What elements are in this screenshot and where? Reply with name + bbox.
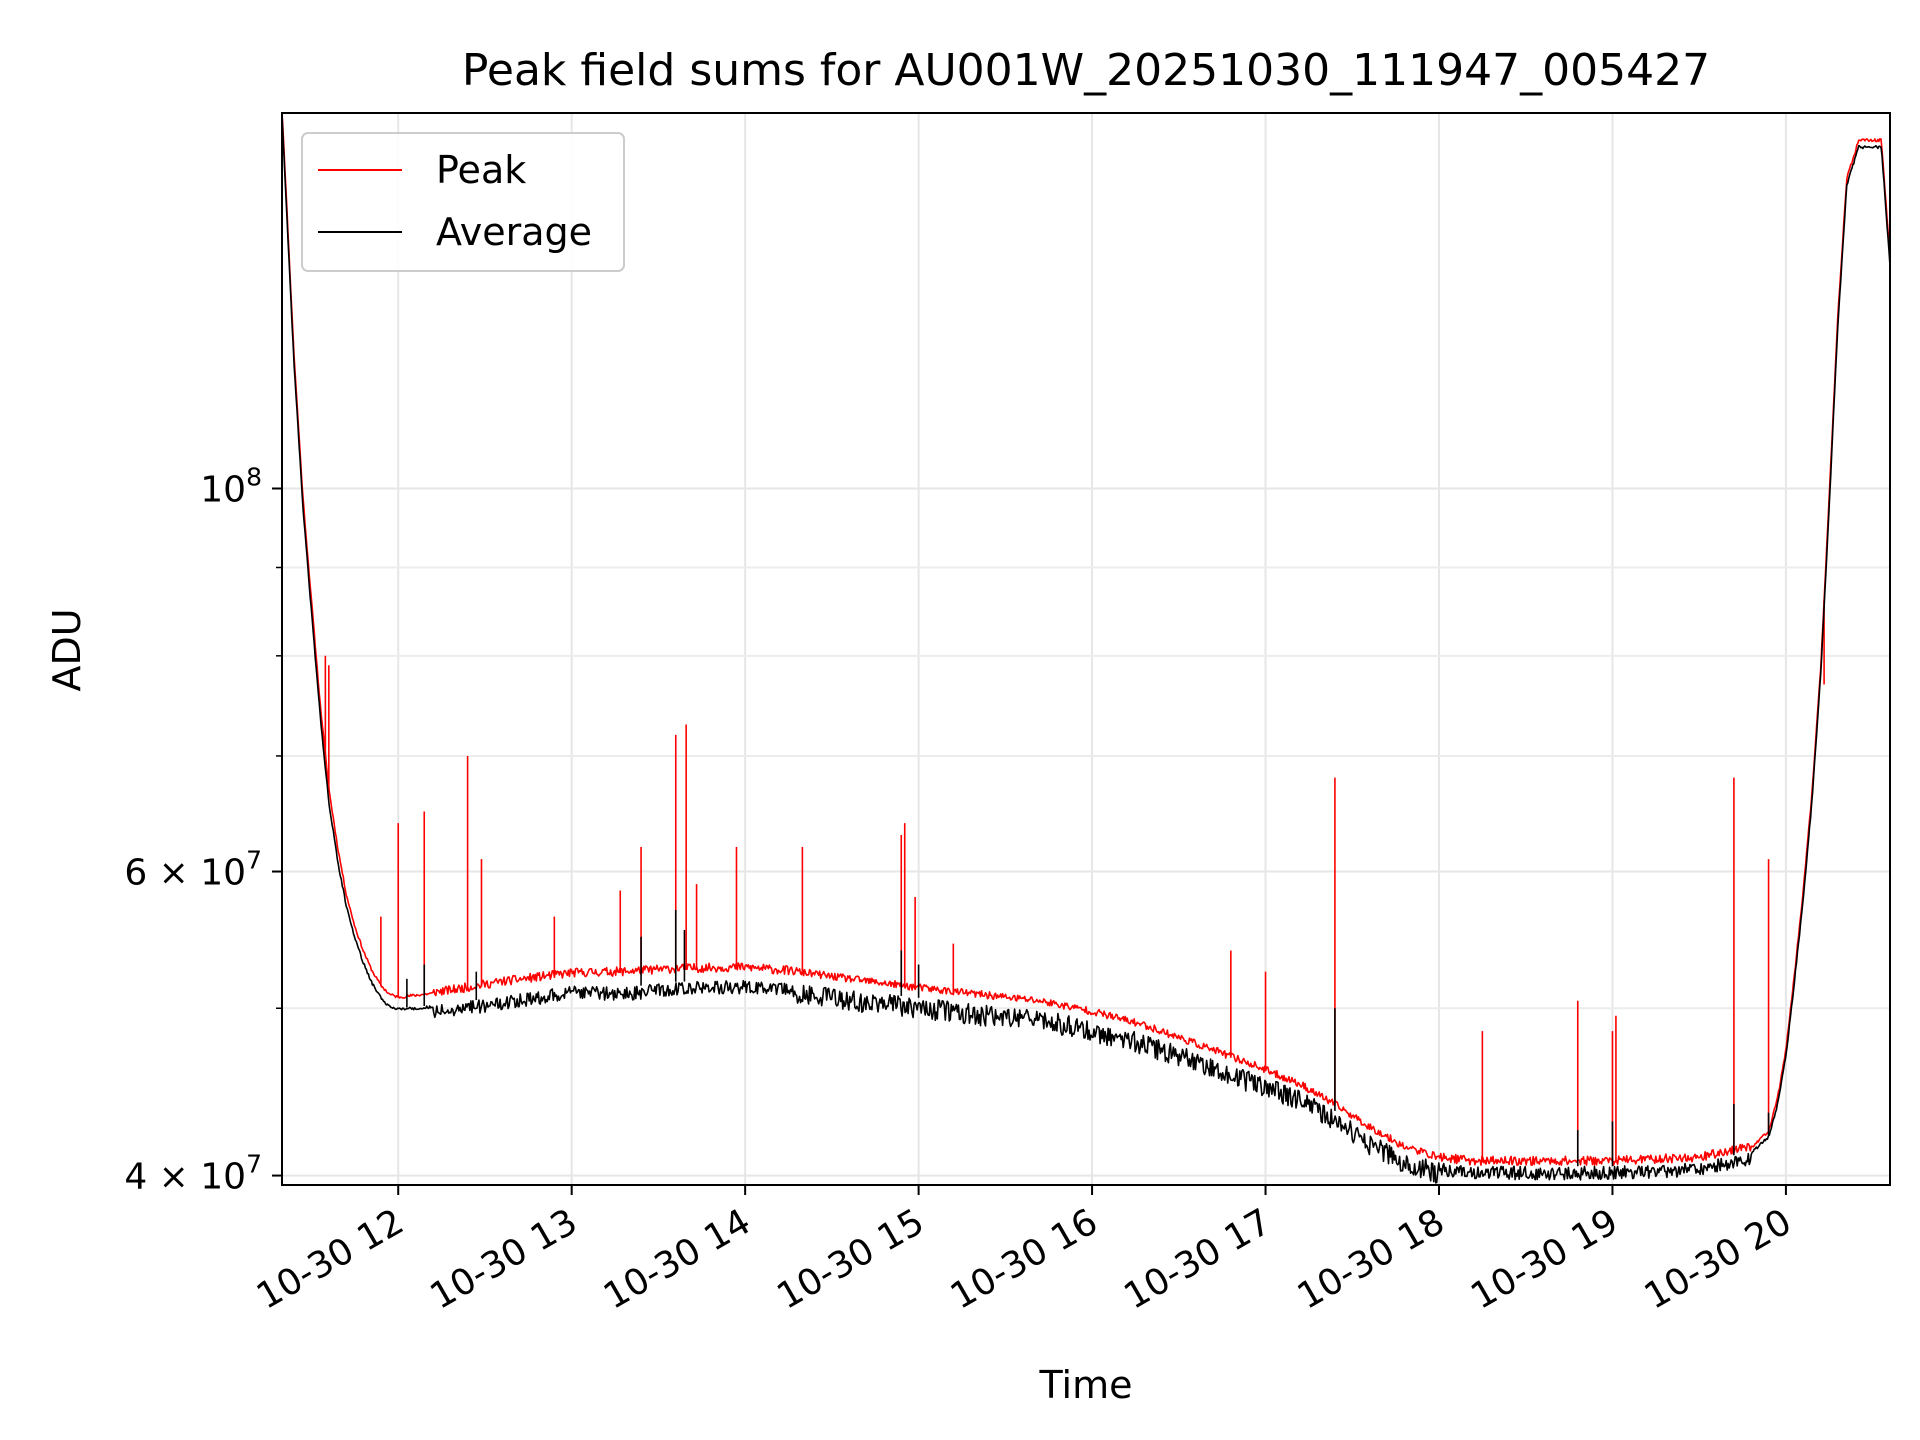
y-tick-base: 10 xyxy=(200,469,246,510)
legend-label-peak: Peak xyxy=(436,148,526,192)
x-axis-label: Time xyxy=(1039,1363,1133,1407)
series-average xyxy=(281,113,1891,1184)
y-tick-base: 10 xyxy=(200,853,246,894)
y-tick-label: 108 xyxy=(200,462,262,510)
y-tick-exponent: 8 xyxy=(246,462,262,491)
y-tick-label: 4 × 107 xyxy=(124,1150,262,1198)
series-line-average xyxy=(281,113,1891,1184)
y-axis-label: ADU xyxy=(45,608,89,691)
chart-title: Peak field sums for AU001W_20251030_1119… xyxy=(462,45,1710,96)
legend-label-average: Average xyxy=(436,210,592,254)
plot-series xyxy=(281,112,1891,1184)
y-tick-label: 6 × 107 xyxy=(124,846,262,894)
legend-box xyxy=(301,132,625,272)
y-tick-base: 10 xyxy=(200,1157,246,1198)
y-tick-exponent: 7 xyxy=(246,1150,262,1179)
legend: Peak Average xyxy=(301,132,625,272)
plot-frame xyxy=(281,112,1891,1186)
y-tick-mantissa: 4 × xyxy=(124,1157,200,1198)
series-line-peak xyxy=(281,112,1891,1166)
y-tick-mantissa: 6 × xyxy=(124,853,200,894)
y-tick-exponent: 7 xyxy=(246,846,262,875)
